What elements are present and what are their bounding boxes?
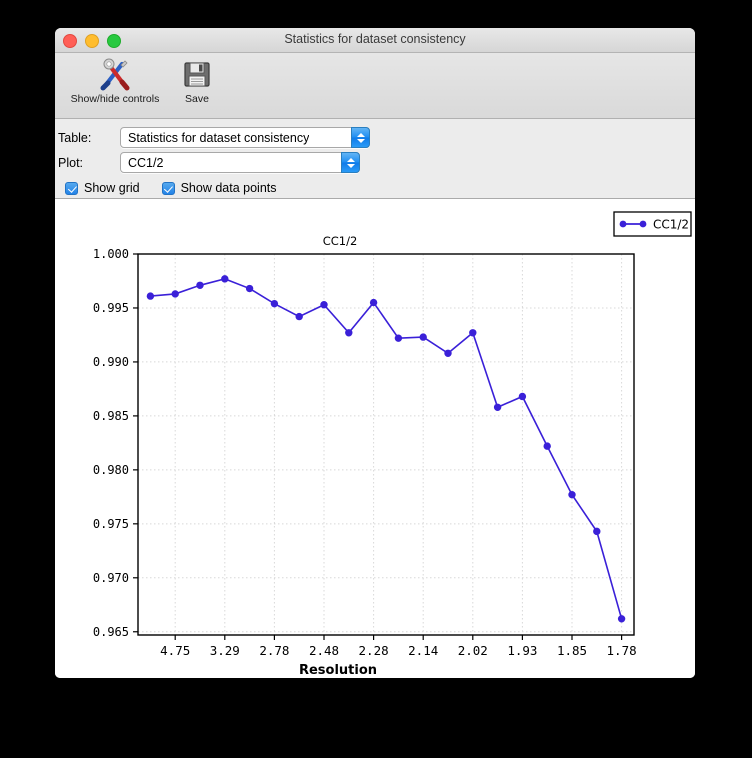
svg-text:Resolution: Resolution <box>299 663 377 678</box>
close-button[interactable] <box>63 34 77 48</box>
plot-select[interactable]: CC1/2 <box>120 152 360 173</box>
toolbar: Show/hide controls Save <box>55 53 695 119</box>
show-data-points-checkbox[interactable] <box>161 181 175 195</box>
title-bar: Statistics for dataset consistency <box>55 28 695 53</box>
window-title: Statistics for dataset consistency <box>284 32 466 46</box>
svg-text:0.975: 0.975 <box>93 517 129 531</box>
svg-text:0.970: 0.970 <box>93 571 129 585</box>
floppy-disk-icon <box>181 56 213 92</box>
maximize-button[interactable] <box>107 34 121 48</box>
chevron-down-icon <box>346 163 355 168</box>
svg-text:2.78: 2.78 <box>259 643 289 658</box>
svg-text:0.980: 0.980 <box>93 463 129 477</box>
show-data-points-label: Show data points <box>180 181 277 195</box>
svg-text:4.75: 4.75 <box>160 643 190 658</box>
svg-text:CC1/2: CC1/2 <box>323 234 358 248</box>
svg-text:1.000: 1.000 <box>93 247 129 261</box>
show-hide-controls-button[interactable]: Show/hide controls <box>65 56 165 105</box>
svg-text:0.990: 0.990 <box>93 355 129 369</box>
table-row: Table: Statistics for dataset consistenc… <box>55 125 695 150</box>
tools-icon <box>98 56 132 92</box>
plot-select-value: CC1/2 <box>128 155 164 170</box>
svg-text:1.78: 1.78 <box>607 643 637 658</box>
save-button[interactable]: Save <box>171 56 223 105</box>
application-window: Statistics for dataset consistency <box>55 28 695 678</box>
plot-select-stepper-icon[interactable] <box>341 152 360 173</box>
svg-text:0.965: 0.965 <box>93 625 129 639</box>
svg-text:2.28: 2.28 <box>359 643 389 658</box>
svg-text:2.14: 2.14 <box>408 643 438 658</box>
svg-text:0.995: 0.995 <box>93 301 129 315</box>
cc-half-chart: 1.000 0.995 0.990 0.985 0.980 0.975 0.970 0.965… <box>93 211 692 678</box>
plot-area: 1.000 0.995 0.990 0.985 0.980 0.975 0.970 0.965… <box>55 199 695 678</box>
show-hide-controls-label: Show/hide controls <box>70 93 160 105</box>
plot-label: Plot: <box>58 155 84 170</box>
table-select-value: Statistics for dataset consistency <box>128 130 310 145</box>
svg-text:0.985: 0.985 <box>93 409 129 423</box>
svg-text:1.85: 1.85 <box>557 643 587 658</box>
svg-text:CC1/2: CC1/2 <box>653 218 689 232</box>
table-select[interactable]: Statistics for dataset consistency <box>120 127 370 148</box>
svg-text:1.93: 1.93 <box>507 643 537 658</box>
svg-text:2.48: 2.48 <box>309 643 339 658</box>
svg-text:2.02: 2.02 <box>458 643 488 658</box>
show-grid-checkbox[interactable] <box>65 181 78 195</box>
table-select-stepper-icon[interactable] <box>351 127 370 148</box>
controls-panel: Table: Statistics for dataset consistenc… <box>55 119 695 199</box>
minimize-button[interactable] <box>85 34 99 48</box>
svg-text:3.29: 3.29 <box>210 643 240 658</box>
save-label: Save <box>185 93 209 105</box>
chevron-down-icon <box>356 138 365 143</box>
chevron-up-icon <box>346 157 355 162</box>
checkbox-row: Show grid Show data points <box>55 177 695 199</box>
table-label: Table: <box>58 130 92 145</box>
chevron-up-icon <box>356 132 365 137</box>
show-grid-label: Show grid <box>84 181 140 195</box>
plot-row: Plot: CC1/2 <box>55 150 695 175</box>
window-controls <box>63 34 121 48</box>
